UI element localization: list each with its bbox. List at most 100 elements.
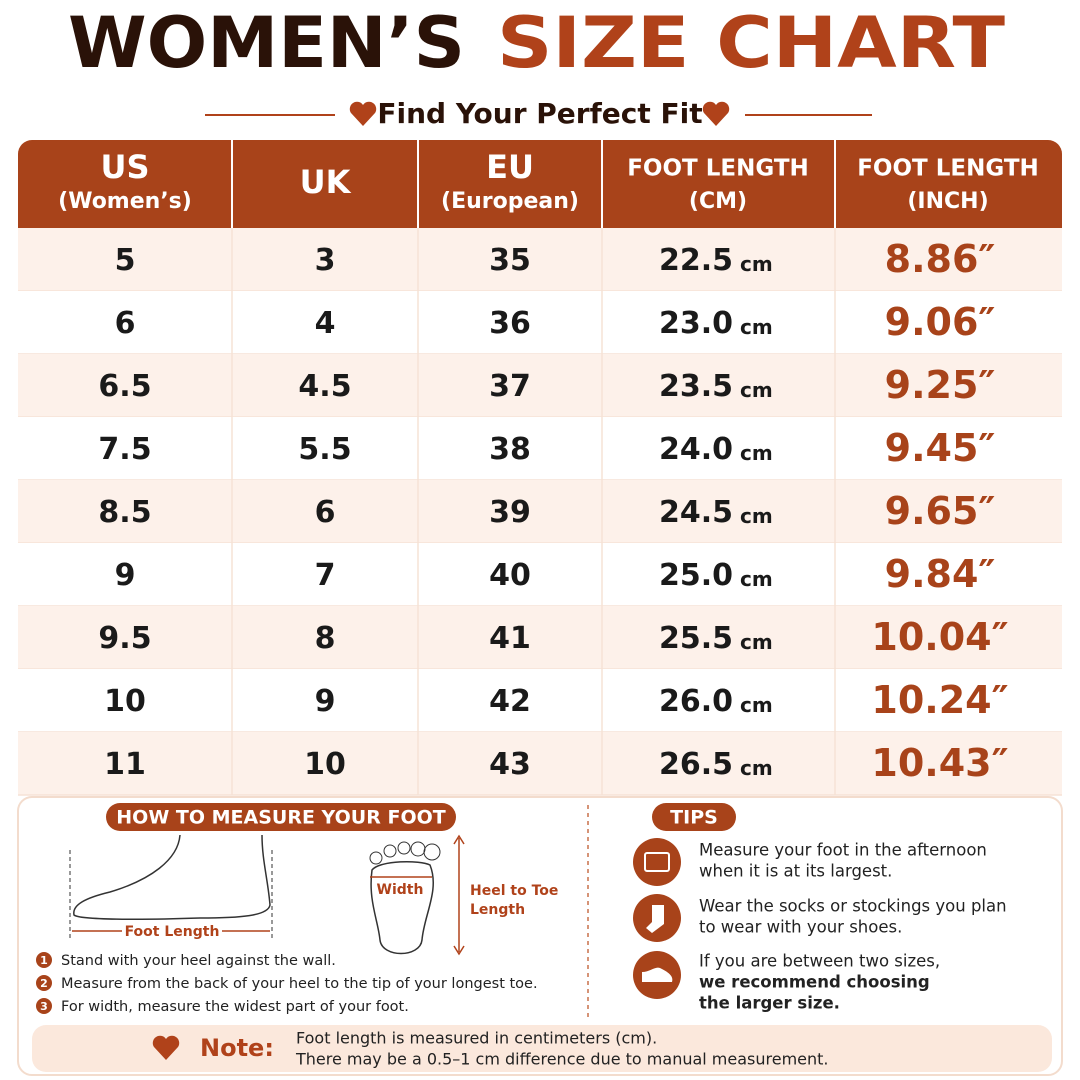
table-cell: 10: [104, 684, 146, 719]
header-cell: (INCH): [907, 189, 988, 214]
arrow-head: [453, 834, 465, 956]
step-badge: [36, 998, 52, 1014]
table-cell-highlight: 10.24″: [871, 678, 1008, 722]
heart-icon: [152, 1035, 180, 1060]
table-cell: 25.5: [659, 621, 733, 656]
toe: [397, 841, 411, 855]
table-cell: 5: [115, 243, 136, 278]
table-cell-highlight: 9.45″: [885, 426, 996, 470]
step-badge: [36, 975, 52, 991]
table-cell: 7: [315, 558, 336, 593]
table-cell: 39: [489, 495, 531, 530]
table-cell: 43: [489, 747, 531, 782]
table-cell: 7.5: [98, 432, 151, 467]
tip-text-bold: the larger size.: [699, 994, 840, 1013]
section-pill: [106, 803, 456, 831]
table-cell: 42: [489, 684, 531, 719]
tip-text: Measure your foot in the afternoon: [699, 841, 987, 860]
table-cell: 26.5: [659, 747, 733, 782]
table-row-bg: [18, 228, 1062, 291]
table-cell-unit: cm: [740, 315, 773, 339]
toe: [369, 851, 383, 865]
table-cell: 36: [489, 306, 531, 341]
title-part1: WOMEN’S: [68, 2, 465, 84]
table-cell-highlight: 9.25″: [885, 363, 996, 407]
tip-text: when it is at its largest.: [699, 862, 892, 881]
heel-to-toe-label: Length: [470, 902, 525, 918]
header-cell: EU: [486, 148, 534, 186]
measure-title: HOW TO MEASURE YOUR FOOT: [116, 807, 445, 829]
note-line: There may be a 0.5–1 cm difference due t…: [295, 1050, 829, 1069]
table-cell: 6: [115, 306, 136, 341]
table-row-bg: [18, 480, 1062, 543]
table-cell-highlight: 10.04″: [871, 615, 1008, 659]
table-cell: 9: [115, 558, 136, 593]
steps: 1 Stand with your heel against the wall. 2…: [36, 952, 538, 1015]
heel-to-toe-label: Heel to Toe: [470, 883, 558, 899]
tips-title: TIPS: [670, 807, 718, 829]
table-cell: 22.5: [659, 243, 733, 278]
table-cell: 40: [489, 558, 531, 593]
table-row-bg: [18, 606, 1062, 669]
table-cell: 37: [489, 369, 531, 404]
table-row-bg: [18, 417, 1062, 480]
header-cell: (Women’s): [58, 189, 192, 214]
table-cell-highlight: 8.86″: [885, 237, 996, 281]
table-header-bg: [18, 140, 1062, 228]
tip-icon: [633, 838, 681, 886]
foot-length-label: Foot Length: [125, 924, 220, 940]
table-cell: 23.0: [659, 306, 733, 341]
table-cell: 4.5: [298, 369, 351, 404]
header-cell: FOOT LENGTH: [627, 156, 809, 182]
table-cell-unit: cm: [740, 252, 773, 276]
step-number: 1: [40, 954, 48, 967]
header-cell: FOOT LENGTH: [857, 156, 1039, 182]
step-number: 2: [40, 977, 48, 990]
table-cell-highlight: 9.06″: [885, 300, 996, 344]
table-cell: 25.0: [659, 558, 733, 593]
section-pill: [652, 803, 736, 831]
table-cell: 8.5: [98, 495, 151, 530]
tip-text: If you are between two sizes,: [699, 952, 940, 971]
table-cell: 24.0: [659, 432, 733, 467]
heart-icon: [349, 101, 377, 126]
table-row-bg: [18, 732, 1062, 795]
table-cell: 4: [315, 306, 336, 341]
title-part2: SIZE CHART: [497, 2, 1005, 84]
table-row-bg: [18, 291, 1062, 354]
toe: [383, 844, 397, 858]
step-text: Measure from the back of your heel to th…: [61, 976, 538, 992]
header-cell: US: [100, 148, 149, 186]
tip-text: Wear the socks or stockings you plan: [699, 897, 1007, 916]
header-cell: UK: [300, 163, 352, 201]
calendar-icon: [644, 852, 670, 872]
table-cell: 6: [315, 495, 336, 530]
table-cell-highlight: 9.84″: [885, 552, 996, 596]
size-table: US (Women’s) UK EU (European) FOOT LENGTH (CM)…: [18, 140, 1062, 796]
table-cell: 5.5: [298, 432, 351, 467]
table-cell: 26.0: [659, 684, 733, 719]
step-number: 3: [40, 1000, 48, 1013]
table-cell: 9: [315, 684, 336, 719]
table-cell: 3: [315, 243, 336, 278]
table-cell-unit: cm: [740, 441, 773, 465]
table-row-bg: [18, 354, 1062, 417]
table-cell-unit: cm: [740, 693, 773, 717]
sock-icon: [646, 905, 664, 933]
table-cell: 9.5: [98, 621, 151, 656]
table-cell-highlight: 10.43″: [871, 741, 1008, 785]
step-text: Stand with your heel against the wall.: [61, 953, 336, 969]
note-box: [32, 1025, 1052, 1072]
width-label: Width: [377, 882, 424, 898]
table-cell: 23.5: [659, 369, 733, 404]
table-cell-unit: cm: [740, 567, 773, 591]
table-row-bg: [18, 669, 1062, 732]
note-line: Foot length is measured in centimeters (…: [296, 1029, 657, 1048]
table-cell-unit: cm: [740, 630, 773, 654]
shoe-icon: [642, 967, 673, 982]
step-badge: [36, 952, 52, 968]
foot-sole-illustration: [370, 860, 434, 955]
table-row-bg: [18, 543, 1062, 606]
table-cell-unit: cm: [740, 378, 773, 402]
